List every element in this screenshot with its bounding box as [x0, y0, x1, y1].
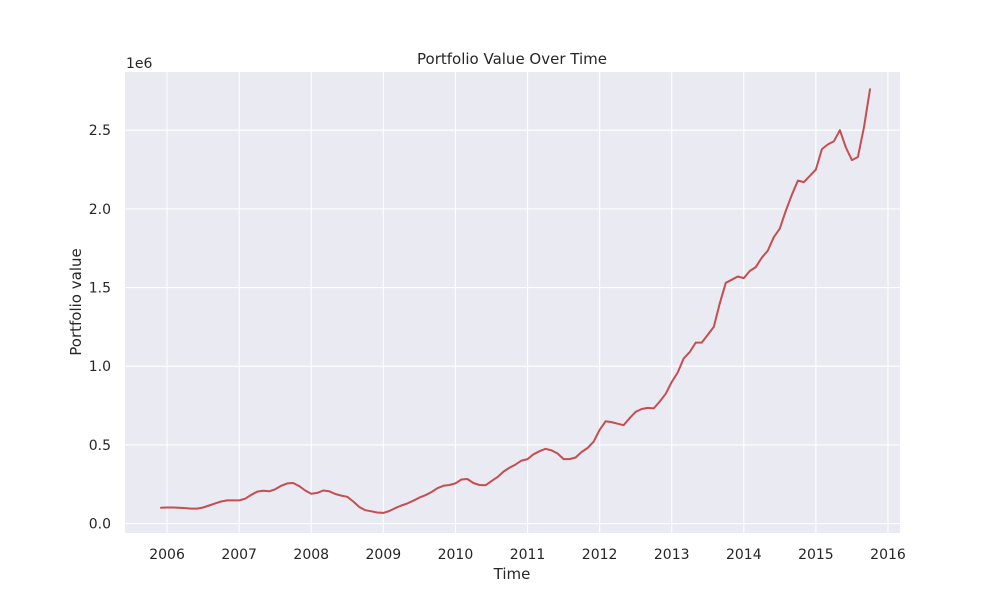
x-axis-label: Time [493, 565, 531, 583]
y-offset-label: 1e6 [126, 56, 153, 72]
x-tick-label: 2007 [221, 547, 257, 563]
x-tick-label: 2013 [654, 547, 690, 563]
x-tick-label: 2016 [870, 547, 906, 563]
x-tick-labels: 2006 2007 2008 2009 2010 2011 2012 2013 2014 2015… [149, 547, 906, 563]
x-tick-label: 2011 [510, 547, 546, 563]
y-tick-label: 2.0 [89, 202, 111, 218]
series-group [160, 88, 871, 514]
y-tick-labels: 0.0 0.5 1.0 1.5 2.0 2.5 [89, 123, 111, 532]
x-tick-label: 2012 [582, 547, 618, 563]
portfolio-value-line [160, 88, 871, 514]
y-tick-label: 2.5 [89, 123, 111, 139]
plot-area [125, 72, 900, 533]
y-axis-label: Portfolio value [67, 248, 85, 355]
y-tick-label: 0.5 [89, 438, 111, 454]
x-tick-label: 2015 [798, 547, 834, 563]
chart-title: Portfolio Value Over Time [417, 50, 607, 68]
x-tick-label: 2006 [149, 547, 185, 563]
grid-lines [125, 72, 900, 533]
x-tick-label: 2014 [726, 547, 762, 563]
y-tick-label: 0.0 [89, 517, 111, 533]
x-tick-label: 2009 [366, 547, 402, 563]
x-tick-label: 2010 [438, 547, 474, 563]
y-tick-label: 1.0 [89, 359, 111, 375]
x-tick-label: 2008 [293, 547, 329, 563]
y-tick-label: 1.5 [89, 281, 111, 297]
